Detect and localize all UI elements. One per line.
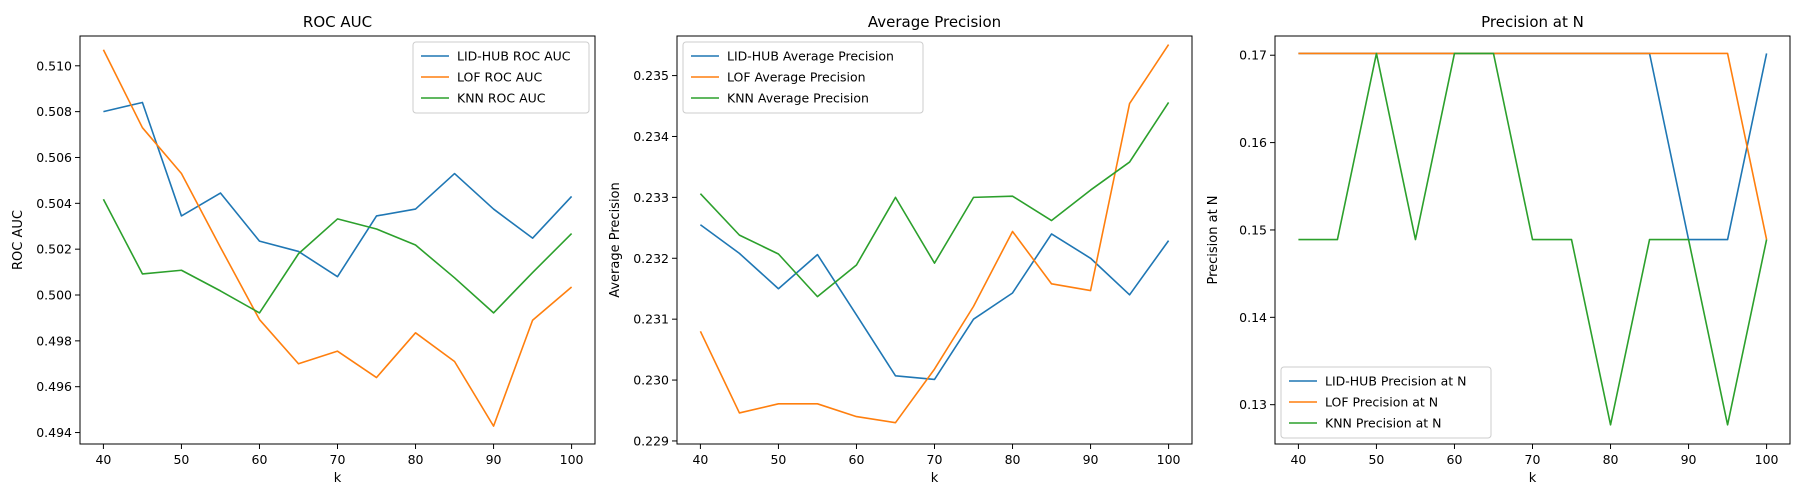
- chart-panel-0: ROC AUC 40 50 60 70 80 90 100 0.494 0.496 0.498 0.5…: [11, 13, 596, 486]
- y-tick-label: 0.508: [36, 104, 72, 119]
- chart-panel-2: Precision at N 40 50 60 70 80 90 100 0.13 0.14 0.1…: [1206, 13, 1791, 486]
- chart-title: Precision at N: [1481, 13, 1584, 31]
- series-line-2: [102, 198, 573, 314]
- legend-label: KNN ROC AUC: [457, 91, 546, 106]
- x-tick-label: 90: [486, 452, 502, 467]
- y-tick-label: 0.506: [36, 150, 72, 165]
- legend-label: LID-HUB Precision at N: [1325, 374, 1467, 389]
- legend-label: LOF ROC AUC: [457, 70, 542, 85]
- x-tick-label: 90: [1681, 452, 1697, 467]
- y-tick-label: 0.15: [1239, 222, 1267, 237]
- x-tick-label: 100: [1157, 452, 1181, 467]
- y-tick-label: 0.504: [36, 196, 72, 211]
- y-tick-label: 0.498: [36, 333, 72, 348]
- chart-title: Average Precision: [868, 13, 1001, 31]
- y-tick-label: 0.496: [36, 379, 72, 394]
- y-tick-label: 0.14: [1239, 310, 1267, 325]
- x-tick-label: 90: [1083, 452, 1099, 467]
- legend-box: [1280, 366, 1492, 439]
- y-tick-label: 0.13: [1239, 397, 1267, 412]
- x-tick-label: 80: [1603, 452, 1619, 467]
- x-tick-label: 100: [1755, 452, 1779, 467]
- legend-label: KNN Precision at N: [1325, 416, 1442, 431]
- legend-box: [682, 41, 924, 114]
- x-tick-label: 40: [1290, 452, 1306, 467]
- series-line-1: [1298, 52, 1768, 240]
- x-tick-label: 100: [560, 452, 584, 467]
- legend-label: LOF Average Precision: [727, 70, 866, 85]
- legend-label: LID-HUB ROC AUC: [457, 49, 571, 64]
- y-tick-label: 0.502: [36, 242, 72, 257]
- x-tick-label: 50: [1368, 452, 1384, 467]
- series-line-0: [103, 101, 573, 278]
- y-tick-label: 0.235: [633, 68, 669, 83]
- legend: LID-HUB Precision at N LOF Precision at N…: [1280, 366, 1492, 439]
- x-tick-label: 70: [330, 452, 346, 467]
- series-line-0: [699, 224, 1170, 381]
- x-axis-label: k: [334, 471, 342, 486]
- x-tick-label: 70: [927, 452, 943, 467]
- legend-label: KNN Average Precision: [727, 91, 869, 106]
- series-line-2: [699, 101, 1170, 298]
- y-axis-label: ROC AUC: [11, 210, 26, 270]
- legend-label: LOF Precision at N: [1325, 395, 1438, 410]
- series-lines: [699, 44, 1170, 424]
- y-tick-label: 0.510: [36, 58, 72, 73]
- series-line-2: [1298, 52, 1768, 426]
- y-tick-label: 0.234: [633, 129, 669, 144]
- x-tick-label: 50: [770, 452, 786, 467]
- legend: LID-HUB ROC AUC LOF ROC AUC KNN ROC AUC: [412, 41, 590, 114]
- series-lines: [102, 49, 573, 427]
- legend: LID-HUB Average Precision LOF Average Pre…: [682, 41, 924, 114]
- y-tick-label: 0.494: [36, 425, 72, 440]
- x-tick-label: 40: [692, 452, 708, 467]
- y-axis-label: Average Precision: [608, 182, 623, 298]
- chart-panel-1: Average Precision 40 50 60 70 80 90 100 0.229 0.2…: [608, 13, 1193, 486]
- y-tick-label: 0.17: [1239, 48, 1267, 63]
- series-lines: [1298, 52, 1768, 426]
- y-tick-label: 0.16: [1239, 135, 1267, 150]
- x-axis-label: k: [1529, 471, 1537, 486]
- y-tick-label: 0.230: [633, 373, 669, 388]
- x-tick-label: 80: [1005, 452, 1021, 467]
- legend-box: [412, 41, 590, 114]
- y-tick-label: 0.231: [633, 312, 669, 327]
- y-tick-label: 0.500: [36, 288, 72, 303]
- x-tick-label: 50: [173, 452, 189, 467]
- x-tick-label: 40: [95, 452, 111, 467]
- y-tick-label: 0.233: [633, 190, 669, 205]
- chart-title: ROC AUC: [303, 13, 372, 31]
- y-tick-label: 0.232: [633, 251, 669, 266]
- x-axis-label: k: [931, 471, 939, 486]
- series-line-1: [102, 49, 573, 427]
- y-tick-label: 0.229: [633, 433, 669, 448]
- x-tick-label: 80: [408, 452, 424, 467]
- x-tick-label: 60: [1447, 452, 1463, 467]
- x-tick-label: 70: [1525, 452, 1541, 467]
- x-tick-label: 60: [849, 452, 865, 467]
- series-line-1: [699, 44, 1170, 424]
- y-axis-label: Precision at N: [1206, 195, 1221, 284]
- legend-label: LID-HUB Average Precision: [727, 49, 894, 64]
- x-tick-label: 60: [252, 452, 268, 467]
- series-line-0: [1298, 52, 1768, 241]
